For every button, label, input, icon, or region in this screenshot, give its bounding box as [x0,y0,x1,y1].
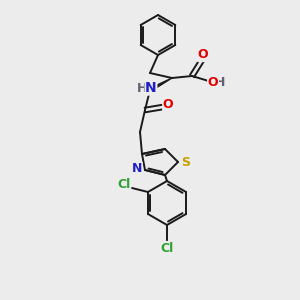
Text: O: O [208,76,218,89]
Text: H: H [215,76,225,88]
Text: Cl: Cl [117,178,130,191]
Text: N: N [132,163,142,176]
Text: N: N [145,81,157,95]
Text: O: O [163,98,173,112]
Text: H: H [137,82,147,94]
Polygon shape [149,78,172,91]
Text: S: S [182,155,190,169]
Text: O: O [198,49,208,62]
Text: Cl: Cl [160,242,174,254]
